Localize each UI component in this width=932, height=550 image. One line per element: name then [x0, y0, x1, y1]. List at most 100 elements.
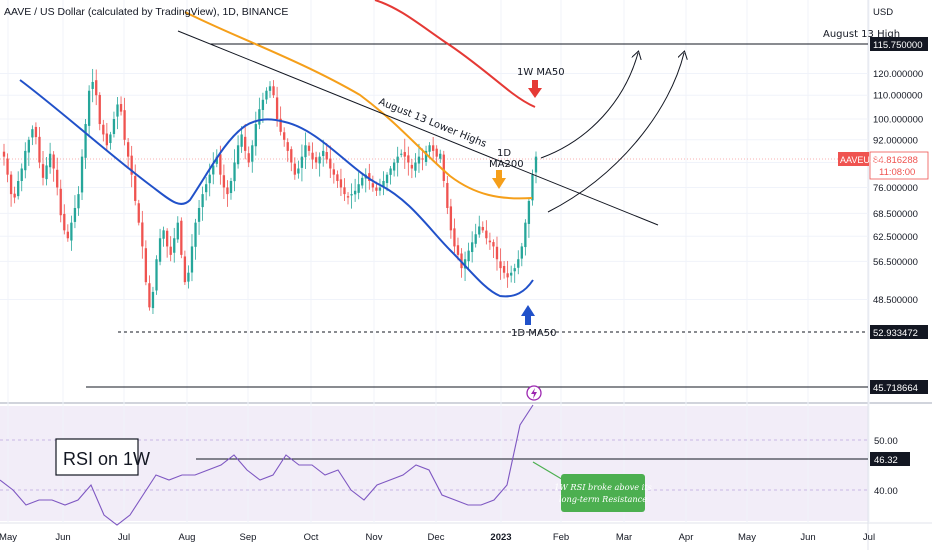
candle	[318, 152, 321, 177]
price-tag-aug13high: 115.750000	[870, 37, 928, 51]
candle	[492, 239, 495, 259]
time-tick-label: Jun	[800, 532, 815, 543]
candle	[91, 68, 94, 103]
time-tick-label: Feb	[553, 532, 569, 543]
price-pane	[0, 0, 868, 400]
candle	[311, 142, 314, 169]
candle	[45, 156, 48, 186]
candle	[474, 223, 477, 248]
candle	[389, 165, 392, 185]
candle	[247, 146, 250, 168]
candle	[148, 275, 151, 311]
candle	[346, 192, 350, 205]
candle	[417, 143, 421, 173]
candle	[524, 219, 527, 256]
candle	[478, 215, 481, 238]
candle	[527, 198, 531, 238]
rsi-band	[0, 406, 868, 521]
candle	[116, 96, 119, 130]
candle	[183, 250, 187, 285]
candle	[155, 255, 158, 295]
candle	[534, 151, 538, 184]
candle	[134, 164, 137, 206]
candle	[407, 146, 410, 176]
ma50-daily-line	[19, 79, 534, 298]
rsi-note-line-2: long-term Resistance	[559, 494, 647, 504]
candle	[431, 136, 435, 160]
candle	[233, 149, 236, 192]
candle	[162, 226, 165, 247]
candle	[9, 171, 13, 207]
candle	[400, 149, 403, 158]
projection-curve-1	[540, 53, 638, 159]
svg-text:11:08:00: 11:08:00	[879, 167, 915, 178]
candle	[403, 138, 406, 169]
candle	[502, 260, 506, 279]
candle	[236, 135, 240, 169]
svg-text:46.32: 46.32	[874, 455, 898, 466]
candle	[343, 178, 346, 202]
candle	[297, 160, 300, 179]
candle	[17, 171, 20, 200]
price-tick-label: 48.500000	[873, 295, 918, 306]
candle	[392, 159, 396, 177]
candle	[336, 170, 339, 188]
blue-up-arrow	[521, 305, 535, 325]
candle	[226, 180, 229, 207]
candle	[169, 236, 172, 262]
candle	[254, 111, 257, 156]
candle	[194, 218, 197, 260]
candle	[130, 145, 133, 188]
candle	[339, 168, 343, 197]
candle	[112, 111, 116, 138]
candle	[63, 204, 66, 235]
time-tick-label: 2023	[490, 532, 511, 543]
candle	[105, 122, 109, 151]
candle	[34, 122, 38, 145]
candle	[205, 177, 208, 201]
lightning-icon[interactable]	[526, 385, 542, 401]
candle	[144, 240, 148, 286]
candle	[268, 81, 272, 98]
annotation-ma200-daily-2: MA200	[489, 159, 524, 170]
candle	[24, 142, 27, 179]
time-tick-label: Apr	[679, 532, 694, 543]
price-tag-current: 84.816288 11:08:00	[869, 151, 929, 180]
candle	[314, 151, 318, 170]
candle	[27, 136, 30, 166]
candle	[424, 145, 428, 166]
candle	[414, 153, 417, 178]
time-tick-label: May	[738, 532, 756, 543]
rsi-title-box: RSI on 1W	[55, 438, 150, 476]
annotation-ma200-daily-1: 1D	[497, 148, 511, 159]
time-tick-label: Mar	[616, 532, 632, 543]
candle	[80, 149, 84, 200]
candle	[73, 195, 77, 229]
chart-title: AAVE / US Dollar (calculated by TradingV…	[4, 6, 288, 18]
candle	[442, 150, 445, 188]
candle	[471, 231, 474, 263]
candle	[329, 145, 332, 179]
candle	[272, 80, 275, 99]
price-tick-label: 120.000000	[873, 69, 923, 80]
candle	[307, 142, 311, 156]
rsi-note-line-1: 1W RSI broke above its	[554, 482, 652, 492]
candle	[506, 260, 509, 288]
candle	[180, 217, 183, 259]
time-tick-label: Jul	[863, 532, 875, 543]
candle	[197, 200, 201, 235]
price-tag-low: 45.718664	[870, 380, 928, 394]
rsi-title: RSI on 1W	[63, 449, 150, 469]
candle	[190, 234, 194, 282]
candle	[520, 242, 523, 267]
rsi-tick-50: 50.00	[874, 436, 898, 447]
price-tick-label: 62.500000	[873, 232, 918, 243]
time-tick-label: May	[0, 532, 17, 543]
candle	[265, 87, 268, 104]
time-tick-label: Oct	[304, 532, 319, 543]
time-axis-ticks: May Jun Jul Aug Sep Oct Nov Dec 2023 Feb Mar Apr May…	[0, 532, 875, 543]
currency-label: USD	[873, 7, 893, 18]
time-tick-label: Sep	[240, 532, 257, 543]
candle	[70, 215, 73, 251]
candle	[300, 144, 304, 182]
